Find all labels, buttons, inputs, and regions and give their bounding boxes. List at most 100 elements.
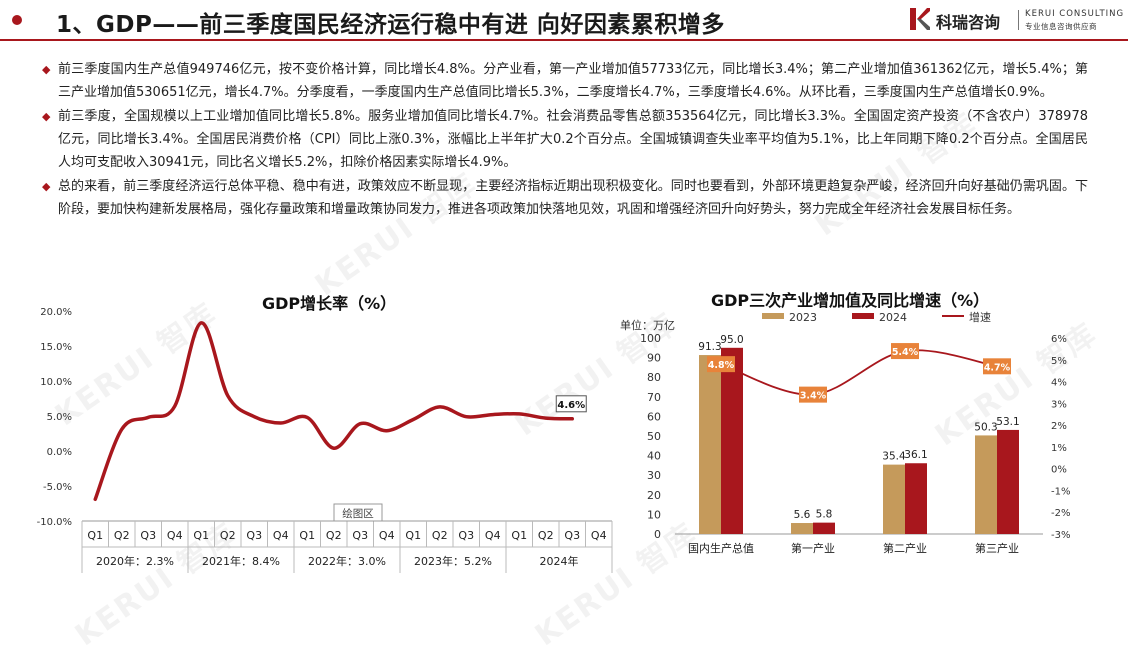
category-label: 第一产业 — [791, 541, 835, 555]
quarter-label: Q3 — [564, 529, 580, 542]
logo-k-icon — [910, 8, 930, 30]
y-tick-label: 40 — [647, 450, 661, 463]
y-tick-label: 0 — [654, 528, 661, 541]
bar-2024 — [813, 522, 835, 534]
y2-tick-label: 2% — [1051, 421, 1067, 432]
quarter-label: Q4 — [379, 529, 395, 542]
y2-tick-label: 5% — [1051, 356, 1067, 367]
bar-2024 — [905, 463, 927, 534]
y2-tick-label: 1% — [1051, 443, 1067, 454]
gdp-growth-chart-title: GDP增长率（%） — [262, 294, 397, 313]
y2-tick-label: 4% — [1051, 378, 1067, 389]
paragraph-indicators: ◆ 前三季度，全国规模以上工业增加值同比增长5.8%。服务业增加值同比增长4.7%… — [42, 105, 1088, 174]
bar-2024 — [997, 429, 1019, 534]
bar-value-label: 5.6 — [794, 509, 811, 521]
summary-text: ◆ 前三季度国内生产总值949746亿元，按不变价格计算，同比增长4.8%。分产业… — [42, 58, 1088, 222]
quarter-label: Q3 — [352, 529, 368, 542]
growth-label-box — [799, 386, 827, 403]
y-tick-label: -10.0% — [37, 517, 72, 528]
growth-label: 4.8% — [708, 360, 735, 371]
y-tick-label: -5.0% — [43, 482, 72, 493]
y-tick-label: 15.0% — [40, 342, 72, 353]
year-label: 2023年：5.2% — [414, 554, 492, 568]
logo-cn-text: 科瑞咨询 — [936, 13, 1001, 32]
y2-tick-label: 6% — [1051, 334, 1067, 345]
header-dot — [12, 15, 22, 25]
growth-label: 3.4% — [800, 391, 827, 402]
y-tick-label: 10.0% — [40, 377, 72, 388]
quarter-label: Q2 — [220, 529, 236, 542]
quarter-label: Q4 — [485, 529, 501, 542]
paragraph-gdp: ◆ 前三季度国内生产总值949746亿元，按不变价格计算，同比增长4.8%。分产业… — [42, 58, 1088, 104]
paragraph-outlook: ◆ 总的来看，前三季度经济运行总体平稳、稳中有进，政策效应不断显现，主要经济指标近… — [42, 175, 1088, 221]
y-tick-label: 20 — [647, 489, 661, 502]
legend-label: 2023 — [789, 311, 817, 324]
last-value-label: 4.6% — [557, 400, 585, 411]
growth-label: 5.4% — [892, 347, 919, 358]
legend-swatch — [852, 313, 874, 319]
growth-label-box — [891, 343, 919, 360]
bar-2023 — [791, 523, 813, 534]
quarter-label: Q2 — [432, 529, 448, 542]
bar-value-label: 50.3 — [974, 421, 997, 433]
bar-value-label: 91.3 — [698, 341, 721, 353]
paragraph-text: 前三季度国内生产总值949746亿元，按不变价格计算，同比增长4.8%。分产业看… — [58, 62, 1088, 100]
watermark: KERUI 智库 — [929, 316, 1104, 454]
paragraph-text: 前三季度，全国规模以上工业增加值同比增长5.8%。服务业增加值同比增长4.7%。… — [58, 109, 1088, 170]
bar-value-label: 53.1 — [996, 416, 1019, 428]
quarter-label: Q4 — [273, 529, 289, 542]
watermark: KERUI 智库 — [509, 306, 684, 444]
y2-tick-label: -3% — [1051, 530, 1070, 541]
y-tick-label: 80 — [647, 371, 661, 384]
logo-separator — [1018, 10, 1019, 30]
y-tick-label: 30 — [647, 469, 661, 482]
y-tick-label: 100 — [640, 332, 661, 345]
header: 1、GDP——前三季度国民经济运行稳中有进 向好因素累积增多 科瑞咨询 KERU… — [0, 0, 1128, 41]
quarter-label: Q4 — [591, 529, 607, 542]
unit-label: 单位：万亿 — [620, 318, 675, 332]
quarter-label: Q1 — [405, 529, 421, 542]
category-label: 第二产业 — [883, 541, 927, 555]
bar-value-label: 35.4 — [882, 451, 906, 463]
quarter-label: Q2 — [326, 529, 342, 542]
y2-tick-label: -2% — [1051, 508, 1070, 519]
last-value-box — [555, 395, 587, 413]
watermark: KERUI 智库 — [49, 296, 224, 434]
quarter-label: Q2 — [538, 529, 554, 542]
header-rule — [0, 39, 1128, 41]
growth-label-box — [707, 356, 735, 373]
bar-value-label: 95.0 — [720, 334, 743, 346]
plot-area-tooltip-box — [333, 503, 383, 522]
y2-tick-label: 0% — [1051, 465, 1067, 476]
bar-2023 — [975, 435, 997, 534]
bar-value-label: 5.8 — [816, 509, 833, 521]
y2-tick-label: -1% — [1051, 486, 1070, 497]
quarter-label: Q3 — [246, 529, 262, 542]
legend-label: 2024 — [879, 311, 907, 324]
y-tick-label: 20.0% — [40, 307, 72, 318]
quarter-label: Q4 — [167, 529, 183, 542]
y-tick-label: 50 — [647, 430, 661, 443]
category-label: 国内生产总值 — [688, 541, 754, 555]
growth-label: 4.7% — [984, 362, 1011, 373]
quarter-label: Q3 — [458, 529, 474, 542]
year-label: 2024年 — [540, 554, 579, 568]
logo-en-text: KERUI CONSULTING — [1025, 9, 1125, 19]
plot-area-tooltip: 绘图区 — [342, 507, 374, 520]
bar-2024 — [721, 347, 743, 534]
y-tick-label: 90 — [647, 352, 661, 365]
quarter-label: Q1 — [193, 529, 209, 542]
watermark: KERUI 智库 — [529, 516, 704, 654]
year-label: 2022年：3.0% — [308, 554, 386, 568]
y-tick-label: 70 — [647, 391, 661, 404]
growth-label-box — [983, 358, 1011, 375]
year-label: 2021年：8.4% — [202, 554, 280, 568]
diamond-bullet-icon: ◆ — [42, 180, 51, 193]
bar-value-label: 36.1 — [904, 449, 927, 461]
diamond-bullet-icon: ◆ — [42, 110, 51, 123]
y-tick-label: 0.0% — [47, 447, 72, 458]
bar-2023 — [883, 464, 905, 534]
year-label: 2020年：2.3% — [96, 554, 174, 568]
watermark: KERUI 智库 — [69, 516, 244, 654]
y2-tick-label: 3% — [1051, 399, 1067, 410]
